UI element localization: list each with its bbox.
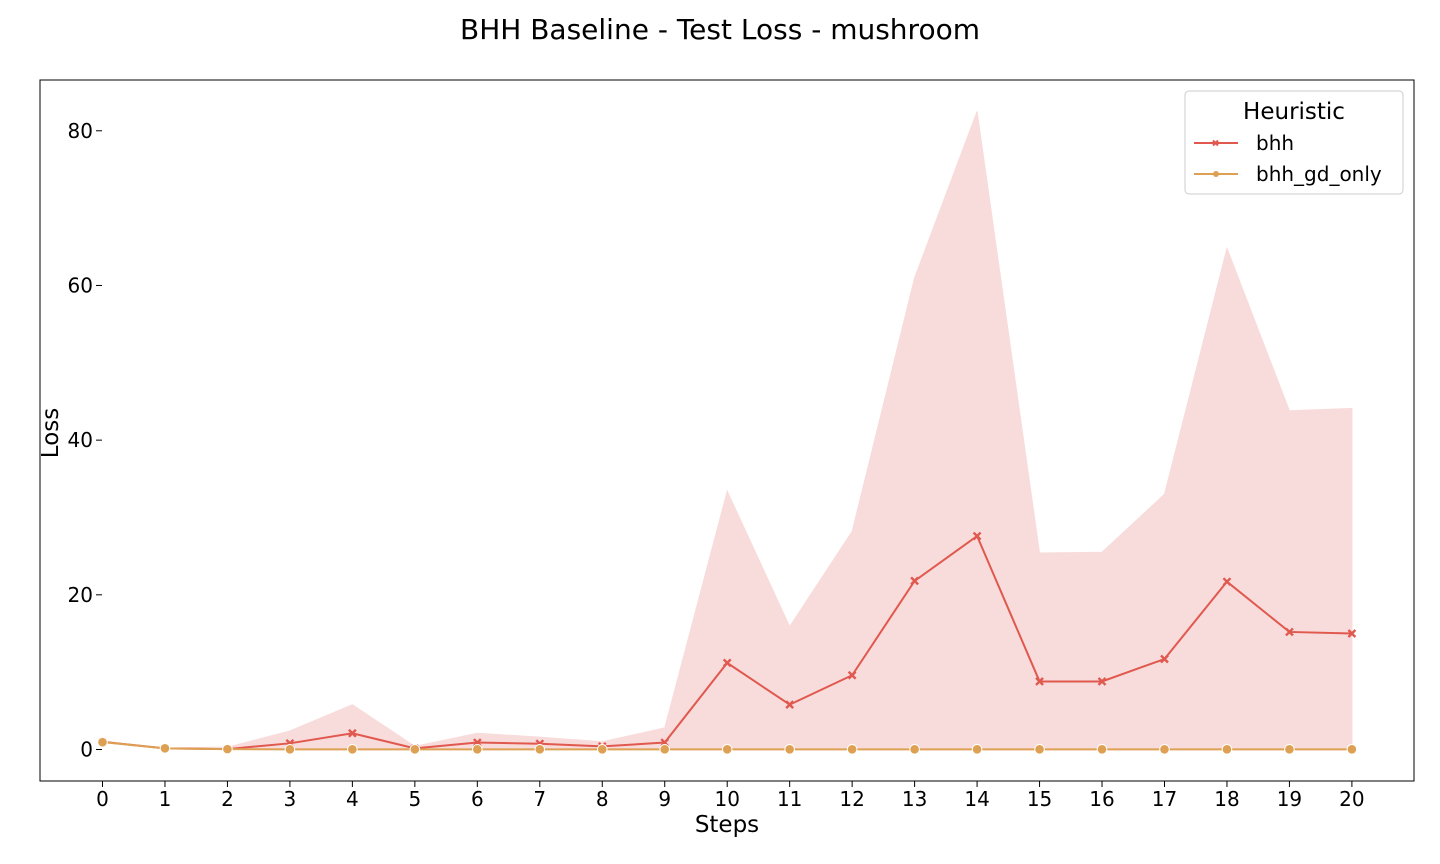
x-tick-label: 0 xyxy=(96,787,109,811)
x-tick-label: 5 xyxy=(408,787,421,811)
legend-box xyxy=(1184,90,1404,195)
series-marker-layer xyxy=(97,531,1358,755)
x-axis-ticks: 0 1 2 3 4 5 6 7 8 9 10 11 12 13 14 15 16 17 18 19 20 xyxy=(96,781,1365,811)
data-point-bhh_gd_only-6 xyxy=(472,744,483,755)
x-tick-label: 1 xyxy=(159,787,172,811)
data-point-bhh-4 xyxy=(348,728,357,738)
x-tick-label: 8 xyxy=(596,787,609,811)
x-tick-label: 17 xyxy=(1152,787,1177,811)
data-point-bhh-17 xyxy=(1160,654,1169,664)
legend-item-bhh: bhh xyxy=(1194,131,1294,155)
data-point-bhh-19 xyxy=(1285,627,1294,637)
legend-swatch-marker xyxy=(1213,171,1219,177)
x-tick-label: 18 xyxy=(1214,787,1239,811)
x-tick-label: 9 xyxy=(658,787,671,811)
x-tick-label: 7 xyxy=(533,787,546,811)
legend-item-bhh_gd_only: bhh_gd_only xyxy=(1194,162,1382,186)
confidence-band-bhh xyxy=(102,111,1353,750)
x-tick-label: 14 xyxy=(964,787,989,811)
data-point-bhh_gd_only-18 xyxy=(1221,744,1233,755)
data-point-bhh_gd_only-7 xyxy=(534,744,546,755)
legend: Heuristic bhh bhh_gd_only xyxy=(1184,90,1404,195)
x-tick-label: 15 xyxy=(1027,787,1052,811)
x-tick-label: 16 xyxy=(1089,787,1114,811)
y-tick-label: 40 xyxy=(68,428,93,452)
x-tick-label: 13 xyxy=(902,787,927,811)
data-point-bhh-15 xyxy=(1035,677,1044,686)
x-tick-label: 19 xyxy=(1277,787,1302,811)
data-point-bhh_gd_only-15 xyxy=(1034,744,1045,755)
y-tick-label: 0 xyxy=(80,738,93,762)
data-point-bhh_gd_only-1 xyxy=(159,743,171,754)
data-point-bhh_gd_only-9 xyxy=(659,744,671,755)
data-point-bhh_gd_only-2 xyxy=(222,743,233,755)
data-point-bhh_gd_only-3 xyxy=(284,744,296,755)
legend-label: bhh_gd_only xyxy=(1256,162,1382,186)
y-tick-label: 60 xyxy=(68,273,93,297)
x-tick-label: 3 xyxy=(284,787,297,811)
data-point-bhh_gd_only-20 xyxy=(1346,744,1358,755)
data-point-bhh_gd_only-10 xyxy=(721,744,733,755)
data-point-bhh-18 xyxy=(1222,577,1232,587)
data-point-bhh-12 xyxy=(847,670,857,680)
data-point-bhh_gd_only-4 xyxy=(347,744,358,755)
y-tick-label: 80 xyxy=(68,119,93,143)
data-point-bhh-10 xyxy=(722,658,732,668)
data-point-bhh_gd_only-0 xyxy=(97,736,108,748)
data-point-bhh_gd_only-12 xyxy=(846,744,858,755)
data-point-bhh_gd_only-16 xyxy=(1096,744,1108,755)
x-tick-label: 20 xyxy=(1339,787,1364,811)
x-tick-label: 4 xyxy=(346,787,359,811)
x-tick-label: 12 xyxy=(839,787,864,811)
data-point-bhh_gd_only-19 xyxy=(1284,744,1295,755)
data-point-bhh-20 xyxy=(1347,629,1357,638)
data-point-bhh_gd_only-14 xyxy=(971,744,983,755)
chart-title: BHH Baseline - Test Loss - mushroom xyxy=(460,13,980,46)
y-axis-label: Loss xyxy=(38,408,64,458)
legend-items: bhh bhh_gd_only xyxy=(1194,131,1382,186)
data-point-bhh-14 xyxy=(972,531,982,541)
data-point-bhh_gd_only-13 xyxy=(909,744,920,755)
x-tick-label: 6 xyxy=(471,787,484,811)
data-point-bhh-16 xyxy=(1097,677,1107,686)
y-tick-label: 20 xyxy=(68,583,93,607)
confidence-band-layer xyxy=(102,111,1353,750)
x-tick-label: 11 xyxy=(777,787,802,811)
legend-title: Heuristic xyxy=(1243,99,1345,125)
data-point-bhh-13 xyxy=(910,576,919,586)
data-point-bhh_gd_only-11 xyxy=(784,744,795,755)
x-tick-label: 2 xyxy=(221,787,234,811)
data-point-bhh_gd_only-5 xyxy=(409,744,421,755)
data-point-bhh-11 xyxy=(785,700,795,709)
x-tick-label: 10 xyxy=(714,787,739,811)
data-point-bhh_gd_only-17 xyxy=(1159,744,1170,755)
legend-label: bhh xyxy=(1256,131,1294,155)
y-axis-ticks: 0 20 40 60 80 xyxy=(68,119,102,762)
x-axis-label: Steps xyxy=(695,812,759,838)
data-point-bhh_gd_only-8 xyxy=(596,744,608,755)
